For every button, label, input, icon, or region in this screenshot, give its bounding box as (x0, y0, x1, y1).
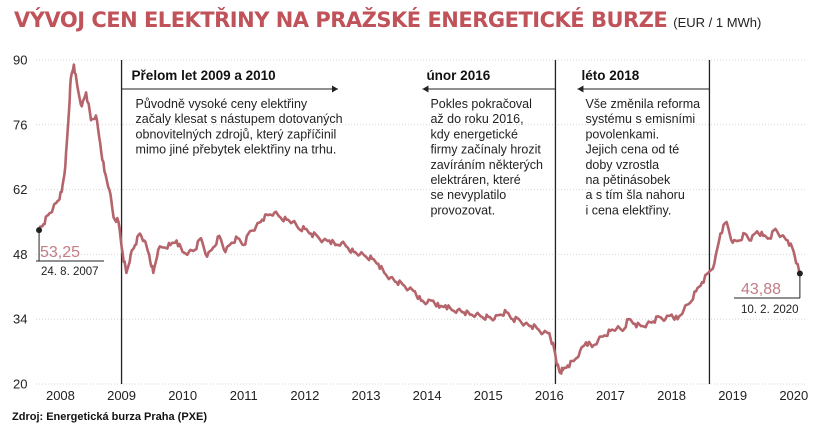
x-axis-ticks: 2008 2009 2010 2011 2012 2013 2014 2015 2016 2017… (46, 388, 808, 403)
annotation-text-2-1: Pokles pokračoval (430, 97, 531, 111)
chart-title: VÝVOJ CEN ELEKTŘINY NA PRAŽSKÉ ENERGETIC… (14, 8, 761, 32)
x-tick-label-2014: 2014 (413, 388, 442, 403)
y-tick-label-48: 48 (13, 247, 27, 262)
end-date-label: 10. 2. 2020 (741, 304, 799, 316)
x-tick-label-2020: 2020 (779, 388, 808, 403)
y-tick-label-62: 62 (13, 182, 27, 197)
annotation-text-2-5: zavíráním některých (430, 158, 543, 172)
annotation-text-1-1: Původně vysoké ceny elektřiny (136, 97, 308, 111)
end-value-label: 43,88 (741, 281, 781, 298)
x-tick-label-2015: 2015 (474, 388, 503, 403)
annotations: Přelom let 2009 a 2010 Původně vysoké cen… (121, 68, 710, 217)
annotation-text-2-6: elektráren, které (430, 173, 520, 187)
endpoint-labels: 53,25 24. 8. 2007 43,88 10. 2. 2020 (36, 227, 803, 316)
annotation-text-3-5: doby vzrostla (585, 158, 659, 172)
annotation-arrow-head-3 (577, 85, 584, 93)
annotation-text-2-7: se nevyplatilo (430, 188, 506, 202)
annotation-heading-1: Přelom let 2009 a 2010 (132, 68, 276, 83)
start-date-label: 24. 8. 2007 (41, 266, 99, 278)
y-axis-ticks: 20 34 48 62 76 90 (13, 53, 27, 392)
grid-lines (36, 59, 806, 385)
annotation-arrow-head-2 (422, 85, 429, 93)
x-tick-label-2013: 2013 (352, 388, 381, 403)
price-line (37, 63, 802, 375)
annotation-text-3-1: Vše změnila reforma (585, 97, 700, 111)
annotation-text-2-3: kdy energetické (430, 127, 518, 141)
annotation-text-1-4: mimo jiné přebytek elektřiny na trhu. (136, 143, 337, 157)
x-tick-label-2016: 2016 (535, 388, 564, 403)
annotation-text-3-2: systému s emisními (585, 112, 695, 126)
x-tick-label-2008: 2008 (46, 388, 75, 403)
x-tick-label-2010: 2010 (168, 388, 197, 403)
annotation-text-2-4: firmy začínaly hrozit (430, 143, 541, 157)
annotation-text-3-6: na pětinásobek (585, 173, 671, 187)
annotation-text-2-2: až do roku 2016, (430, 112, 523, 126)
y-tick-label-34: 34 (13, 312, 27, 327)
annotation-lines (120, 60, 711, 384)
x-tick-label-2012: 2012 (290, 388, 319, 403)
x-tick-label-2009: 2009 (107, 388, 136, 403)
y-tick-label-76: 76 (13, 117, 27, 132)
x-tick-label-2018: 2018 (657, 388, 686, 403)
chart-title-main: VÝVOJ CEN ELEKTŘINY NA PRAŽSKÉ ENERGETIC… (14, 8, 668, 32)
annotation-text-1-2: začaly klesat s nástupem dotovaných (136, 112, 343, 126)
annotation-text-2-8: provozovat. (430, 203, 495, 217)
annotation-text-3-4: Jejich cena od té (585, 143, 679, 157)
annotation-heading-2: únor 2016 (426, 68, 490, 83)
y-tick-label-90: 90 (13, 53, 27, 68)
x-tick-label-2019: 2019 (718, 388, 747, 403)
start-value-label: 53,25 (40, 244, 80, 261)
annotation-text-3-3: povolenkami. (585, 127, 659, 141)
annotation-text-3-7: a s tím šla nahoru (585, 188, 684, 202)
annotation-heading-3: léto 2018 (581, 68, 639, 83)
y-tick-label-20: 20 (13, 377, 27, 392)
annotation-arrow-head-1 (332, 85, 338, 93)
annotation-text-3-8: i cena elektřiny. (585, 203, 671, 217)
chart-unit: (EUR / 1 MWh) (673, 15, 762, 30)
annotation-text-1-3: obnovitelných zdrojů, který zapříčinil (136, 127, 337, 141)
x-tick-label-2017: 2017 (596, 388, 625, 403)
source-note: Zdroj: Energetická burza Praha (PXE) (12, 411, 207, 423)
series-group (37, 63, 802, 375)
x-tick-label-2011: 2011 (230, 388, 258, 403)
